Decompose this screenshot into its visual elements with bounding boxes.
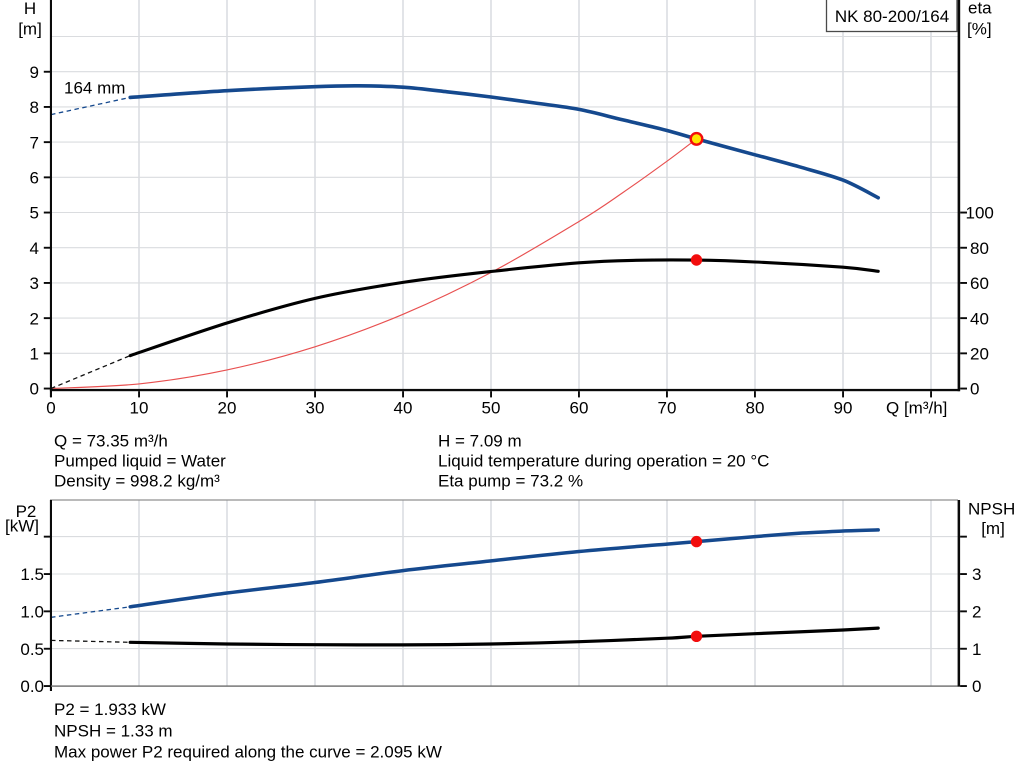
svg-text:90: 90: [834, 399, 853, 418]
svg-text:0: 0: [30, 380, 39, 399]
svg-text:1: 1: [30, 345, 39, 364]
svg-text:P2: P2: [16, 502, 37, 521]
svg-text:[kW]: [kW]: [5, 517, 39, 536]
svg-text:NK 80-200/164: NK 80-200/164: [835, 7, 949, 26]
svg-text:0.0: 0.0: [20, 677, 44, 696]
svg-text:[%]: [%]: [967, 20, 992, 39]
svg-text:NPSH: NPSH: [968, 500, 1015, 519]
svg-text:70: 70: [658, 399, 677, 418]
svg-text:Pumped liquid = Water: Pumped liquid = Water: [54, 451, 226, 470]
svg-text:9: 9: [30, 63, 39, 82]
svg-text:Density = 998.2 kg/m³: Density = 998.2 kg/m³: [54, 471, 220, 490]
svg-text:4: 4: [30, 239, 39, 258]
svg-text:2: 2: [972, 603, 981, 622]
svg-text:H: H: [24, 0, 36, 18]
svg-text:[m]: [m]: [18, 20, 42, 39]
svg-text:7: 7: [30, 133, 39, 152]
svg-text:6: 6: [30, 169, 39, 188]
svg-text:0: 0: [972, 677, 981, 696]
svg-text:8: 8: [30, 98, 39, 117]
svg-text:eta: eta: [968, 0, 992, 18]
svg-text:80: 80: [970, 239, 989, 258]
svg-text:164 mm: 164 mm: [64, 79, 125, 98]
svg-text:H = 7.09 m: H = 7.09 m: [438, 431, 522, 450]
svg-text:NPSH = 1.33 m: NPSH = 1.33 m: [54, 721, 173, 740]
svg-text:[m]: [m]: [981, 519, 1005, 538]
svg-text:Max power P2 required along th: Max power P2 required along the curve = …: [54, 743, 442, 762]
svg-text:10: 10: [130, 399, 149, 418]
svg-text:0: 0: [46, 399, 55, 418]
svg-text:1: 1: [972, 640, 981, 659]
svg-text:1.0: 1.0: [20, 603, 44, 622]
svg-text:60: 60: [970, 274, 989, 293]
svg-text:3: 3: [30, 274, 39, 293]
svg-text:2: 2: [30, 309, 39, 328]
svg-text:100: 100: [966, 204, 994, 223]
svg-text:40: 40: [970, 309, 989, 328]
svg-text:Q [m³/h]: Q [m³/h]: [886, 399, 947, 418]
svg-text:20: 20: [218, 399, 237, 418]
svg-text:Eta pump = 73.2 %: Eta pump = 73.2 %: [438, 471, 583, 490]
svg-text:0.5: 0.5: [20, 640, 44, 659]
svg-text:40: 40: [394, 399, 413, 418]
svg-text:1.5: 1.5: [20, 565, 44, 584]
svg-text:20: 20: [970, 345, 989, 364]
svg-text:0: 0: [970, 380, 979, 399]
svg-text:5: 5: [30, 204, 39, 223]
svg-text:30: 30: [306, 399, 325, 418]
svg-text:50: 50: [482, 399, 501, 418]
svg-text:P2 = 1.933 kW: P2 = 1.933 kW: [54, 700, 166, 719]
svg-text:Liquid temperature during oper: Liquid temperature during operation = 20…: [438, 451, 769, 470]
svg-text:80: 80: [746, 399, 765, 418]
svg-text:3: 3: [972, 565, 981, 584]
svg-text:60: 60: [570, 399, 589, 418]
svg-text:Q = 73.35 m³/h: Q = 73.35 m³/h: [54, 431, 168, 450]
